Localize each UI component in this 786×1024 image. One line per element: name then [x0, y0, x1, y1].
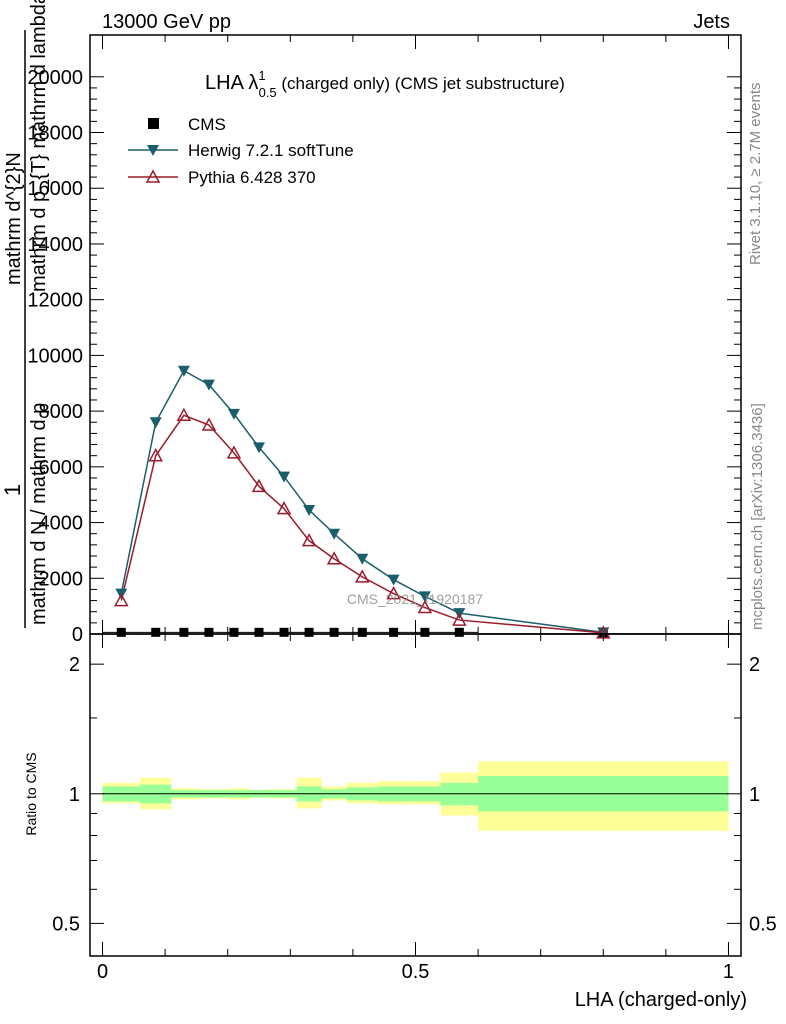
- legend-herwig-marker: [147, 145, 159, 156]
- ylabel-dn-dp: mathrm d N / mathrm d p: [28, 403, 50, 625]
- pythia-point: [148, 448, 163, 462]
- cms-point: [454, 627, 464, 637]
- energy-label: 13000 GeV pp: [102, 11, 231, 33]
- ylabel-one: 1: [0, 484, 25, 496]
- pythia-point: [226, 445, 242, 459]
- rivet-label: Rivet 3.1.10, ≥ 2.7M events: [747, 83, 764, 266]
- legend-pythia-label: Pythia 6.428 370: [188, 168, 316, 187]
- ratio-y-tick-label: 0.5: [52, 913, 80, 935]
- ratio-frame: [89, 633, 742, 957]
- pythia-point: [276, 501, 292, 515]
- pythia-point: [176, 407, 192, 422]
- herwig-point: [303, 505, 316, 517]
- main-y-tick-label: 14000: [27, 234, 83, 256]
- ratio-y-tick-label: 1: [69, 784, 80, 806]
- ratio-x-tick-label: 0: [97, 961, 108, 983]
- cms-point: [179, 627, 189, 637]
- herwig-point: [253, 442, 266, 454]
- ratio-y-tick-label-right: 2: [749, 654, 760, 676]
- pythia-point: [386, 586, 401, 600]
- main-y-tick-label: 18000: [27, 123, 83, 145]
- herwig-point: [328, 528, 341, 540]
- ratio-x-tick-label: 0.5: [402, 961, 430, 983]
- main-y-tick-label: 10000: [27, 345, 83, 367]
- ratio-y-tick-label-right: 0.5: [749, 913, 777, 935]
- herwig-point: [387, 574, 400, 586]
- herwig-point: [227, 408, 240, 420]
- pythia-point: [417, 599, 433, 614]
- plot-title: LHA λ1 0.5 (charged only) (CMS jet substr…: [205, 68, 565, 100]
- legend-cms-marker: [148, 118, 159, 129]
- herwig-point: [597, 627, 610, 639]
- ylabel-frac-den: mathrm d p_{T} mathrm d lambda: [28, 0, 50, 292]
- herwig-point: [149, 417, 162, 429]
- herwig-line: [120, 369, 604, 634]
- pythia-point: [201, 417, 217, 431]
- main-y-tick-label: 0: [72, 624, 83, 646]
- pythia-point: [251, 478, 267, 493]
- legend: CMS Herwig 7.2.1 softTune Pythia 6.428 3…: [128, 115, 354, 187]
- pythia-point: [301, 533, 317, 547]
- x-axis-label: LHA (charged-only): [575, 989, 747, 1011]
- ylabel-frac-num: mathrm d^{2}N: [3, 152, 25, 285]
- analysis-watermark: CMS_2021_I1920187: [347, 591, 483, 607]
- cms-point: [151, 627, 161, 637]
- herwig-point: [278, 471, 291, 483]
- herwig-point: [356, 553, 369, 565]
- ratio-y-tick-label: 2: [69, 654, 80, 676]
- main-y-tick-label: 6000: [39, 457, 84, 479]
- cms-point: [329, 627, 339, 637]
- pythia-point: [452, 612, 467, 626]
- ratio-x-tick-label: 1: [723, 961, 734, 983]
- ratio-y-tick-label-right: 1: [749, 784, 760, 806]
- ratio-bands: [102, 761, 729, 831]
- legend-herwig-label: Herwig 7.2.1 softTune: [188, 141, 354, 160]
- herwig-point: [177, 365, 190, 377]
- main-y-tick-label: 4000: [39, 513, 84, 535]
- main-y-tick-label: 20000: [27, 67, 83, 89]
- ratio-ticks: 0.5 0.5 1 1 2 2 0 0.5 1: [52, 634, 777, 983]
- ratio-ylabel: Ratio to CMS: [23, 752, 39, 835]
- main-y-tick-label: 16000: [27, 178, 83, 200]
- cms-point: [116, 627, 126, 637]
- legend-cms-label: CMS: [188, 115, 226, 134]
- cms-point: [254, 627, 264, 637]
- category-label: Jets: [693, 11, 730, 33]
- pythia-point: [355, 569, 370, 583]
- cms-point: [204, 627, 214, 637]
- main-y-tick-label: 2000: [39, 568, 84, 590]
- pythia-point: [326, 551, 342, 565]
- main-y-ticks: 0 2000 4000 6000 8000 10000 12000 14000 16000 180…: [27, 35, 741, 646]
- pythia-point: [114, 593, 129, 607]
- main-y-tick-label: 12000: [27, 290, 83, 312]
- cms-point: [304, 627, 314, 637]
- legend-pythia-marker: [145, 169, 161, 183]
- cms-point: [420, 627, 430, 637]
- herwig-point: [418, 591, 431, 603]
- mcplots-label: mcplots.cern.ch [arXiv:1306.3436]: [749, 403, 766, 630]
- main-y-tick-label: 8000: [39, 401, 84, 423]
- cms-point: [357, 627, 367, 637]
- cms-point: [229, 627, 239, 637]
- cms-point: [389, 627, 399, 637]
- cms-point: [279, 627, 289, 637]
- herwig-point: [202, 379, 215, 391]
